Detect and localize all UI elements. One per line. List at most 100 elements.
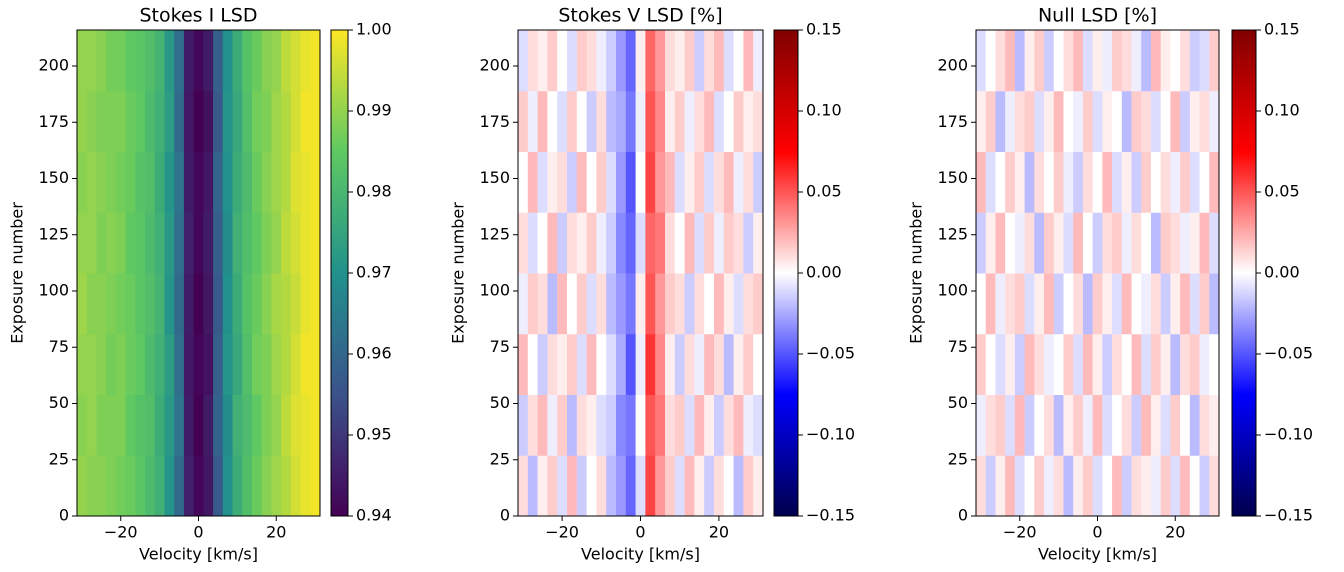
cell <box>242 212 253 274</box>
cell <box>995 151 1006 213</box>
cell <box>1005 30 1016 92</box>
cell <box>1209 455 1220 517</box>
cell <box>1092 212 1103 274</box>
cell <box>310 90 321 152</box>
cell <box>723 212 735 274</box>
cell <box>596 394 607 456</box>
cell <box>1150 394 1162 456</box>
cell <box>86 455 97 517</box>
cell <box>115 90 127 152</box>
cell <box>310 151 321 213</box>
cell <box>674 394 686 456</box>
chart-title: Stokes I LSD <box>139 5 257 27</box>
cell <box>596 455 607 517</box>
cell <box>665 273 676 335</box>
chart-title: Null LSD [%] <box>1038 5 1157 27</box>
cell <box>300 212 311 274</box>
cell <box>537 394 548 456</box>
cell <box>985 90 996 152</box>
cell <box>154 394 165 456</box>
cell <box>537 151 548 213</box>
cell <box>1180 394 1191 456</box>
cell <box>77 333 88 395</box>
cell <box>1170 455 1181 517</box>
cell <box>183 90 195 152</box>
cell <box>547 273 558 335</box>
cell <box>1063 90 1074 152</box>
cell <box>300 151 311 213</box>
cell <box>115 455 127 517</box>
cell <box>106 212 117 274</box>
cell <box>96 394 107 456</box>
cell <box>193 455 204 517</box>
cell <box>1141 455 1152 517</box>
cell <box>1034 151 1045 213</box>
cell <box>714 151 725 213</box>
cell <box>1063 273 1074 335</box>
cell <box>1014 90 1026 152</box>
cell <box>995 394 1006 456</box>
cell <box>976 273 987 335</box>
cell <box>193 273 204 335</box>
cell <box>1160 151 1171 213</box>
cell <box>271 455 282 517</box>
cell <box>995 30 1006 92</box>
cell <box>1141 90 1152 152</box>
cell <box>684 333 695 395</box>
cell <box>714 273 725 335</box>
cell <box>518 455 529 517</box>
cell <box>576 394 588 456</box>
x-tick-label: −20 <box>104 523 138 542</box>
cell <box>1034 90 1045 152</box>
cell <box>193 212 204 274</box>
cell <box>1024 455 1035 517</box>
cell <box>261 273 272 335</box>
cell <box>242 273 253 335</box>
cell <box>625 394 637 456</box>
cell <box>645 30 656 92</box>
cell <box>86 394 97 456</box>
cell <box>222 333 234 395</box>
cell <box>1112 455 1123 517</box>
cell <box>1170 151 1181 213</box>
cell <box>1044 212 1055 274</box>
cell <box>684 455 695 517</box>
cell <box>96 151 107 213</box>
cell <box>723 151 735 213</box>
cell <box>1102 273 1113 335</box>
cell <box>125 212 136 274</box>
cell <box>183 394 195 456</box>
cell <box>645 212 656 274</box>
cell <box>743 30 754 92</box>
cell <box>281 394 292 456</box>
cell <box>242 455 253 517</box>
cell <box>1160 212 1171 274</box>
cell <box>557 30 568 92</box>
cell <box>154 90 165 152</box>
cell <box>242 333 253 395</box>
cell <box>645 273 656 335</box>
cell <box>704 455 715 517</box>
cell <box>1121 151 1133 213</box>
cell <box>174 455 185 517</box>
cell <box>547 212 558 274</box>
cell <box>635 394 646 456</box>
cell <box>86 30 97 92</box>
cell <box>300 455 311 517</box>
cell <box>290 90 302 152</box>
cell <box>1150 333 1162 395</box>
cell <box>135 455 146 517</box>
cell <box>290 151 302 213</box>
cell <box>222 90 234 152</box>
cell <box>1005 394 1016 456</box>
cell <box>1063 394 1074 456</box>
y-tick-label: 175 <box>38 112 69 131</box>
cell <box>183 333 195 395</box>
cell <box>976 30 987 92</box>
cell <box>1092 455 1103 517</box>
cell <box>174 30 185 92</box>
cell <box>115 273 127 335</box>
cell <box>1199 394 1210 456</box>
cell <box>586 212 597 274</box>
cell <box>242 151 253 213</box>
